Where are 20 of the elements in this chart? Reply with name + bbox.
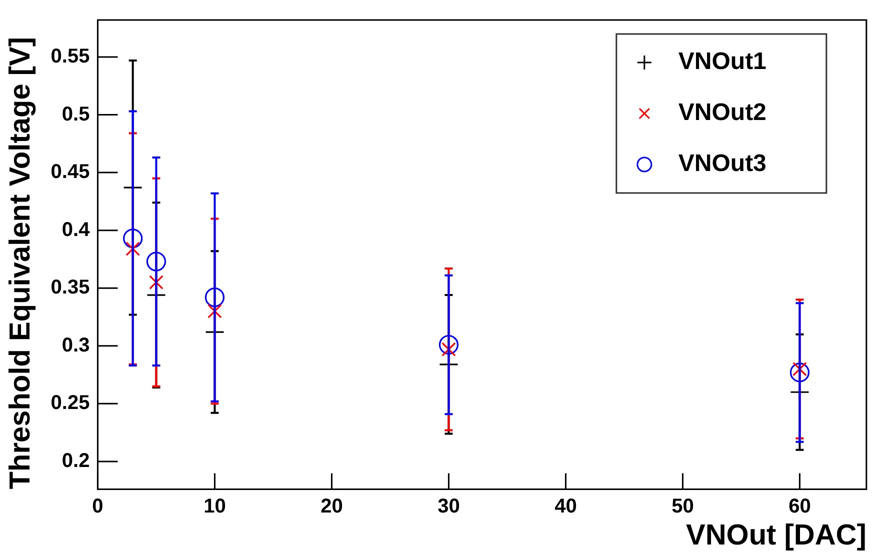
x-tick-label: 60 (788, 496, 811, 518)
y-tick-label: 0.45 (50, 161, 90, 184)
x-tick-label: 20 (320, 496, 343, 518)
x-tick-label: 0 (92, 496, 104, 518)
y-tick-label: 0.4 (62, 218, 91, 241)
x-axis-title: VNOut [DAC] (686, 520, 866, 552)
y-tick-label: 0.35 (50, 276, 90, 299)
y-axis-title: Threshold Equivalent Voltage [V] (4, 36, 36, 490)
y-tick-label: 0.2 (62, 450, 90, 472)
x-tick-label: 50 (672, 496, 694, 518)
y-tick-label: 0.55 (50, 45, 90, 68)
x-tick-label: 10 (204, 496, 226, 518)
x-tick-label: 40 (554, 496, 577, 518)
legend-label: VNOut2 (678, 99, 766, 126)
y-tick-label: 0.25 (50, 392, 90, 414)
y-tick-label: 0.3 (62, 334, 90, 356)
legend-label: VNOut3 (678, 150, 766, 178)
y-tick-label: 0.5 (62, 103, 90, 126)
x-tick-label: 30 (438, 496, 460, 518)
legend-label: VNOut1 (678, 48, 766, 76)
